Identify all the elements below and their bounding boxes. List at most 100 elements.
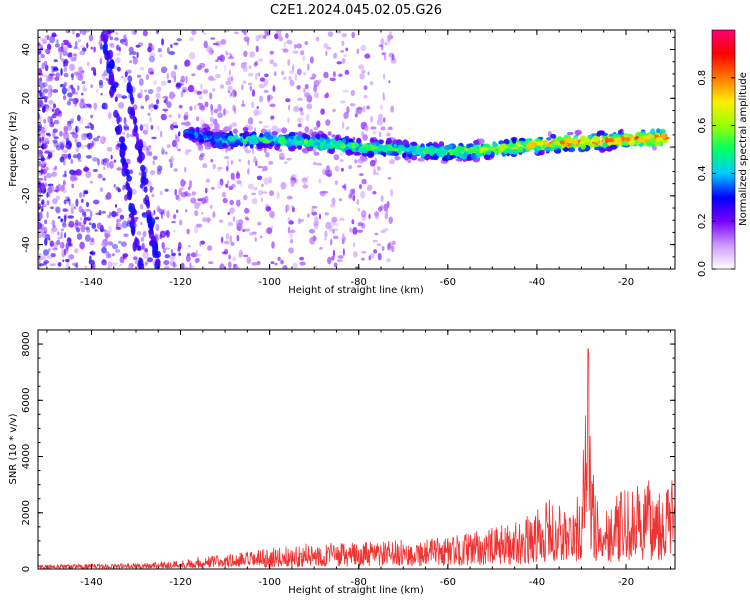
heatmap-speckle [153, 209, 156, 215]
heatmap-ridge-blob [243, 131, 250, 137]
heatmap-speckle [46, 172, 53, 179]
heatmap-speckle [70, 118, 75, 123]
heatmap-speckle [181, 86, 188, 93]
heatmap-streak-blob [143, 186, 148, 193]
heatmap-speckle [76, 152, 82, 160]
heatmap-ridge-blob [592, 135, 600, 143]
heatmap-speckle [330, 256, 335, 261]
heatmap-speckle [67, 215, 75, 219]
heatmap-speckle [41, 82, 48, 88]
heatmap-speckle [183, 114, 189, 121]
heatmap-speckle [336, 30, 342, 34]
heatmap-speckle [184, 59, 191, 67]
heatmap-speckle [225, 50, 228, 56]
heatmap-streak-blob [130, 106, 135, 117]
heatmap-speckle [352, 136, 356, 141]
heatmap-speckle [311, 207, 315, 214]
heatmap-speckle [342, 121, 345, 129]
heatmap-speckle [195, 223, 203, 228]
heatmap-speckle [333, 154, 340, 161]
heatmap-speckle [65, 138, 70, 145]
heatmap-ridge-blob [386, 137, 392, 145]
heatmap-speckle [55, 72, 60, 79]
heatmap-speckle [356, 199, 359, 205]
heatmap-speckle [289, 231, 294, 240]
heatmap-speckle [243, 36, 250, 42]
heatmap-speckle [308, 228, 315, 234]
heatmap-ridge-blob [484, 151, 492, 155]
heatmap-speckle [150, 106, 154, 112]
heatmap-speckle [352, 242, 356, 248]
heatmap-ridge-blob [364, 145, 372, 149]
heatmap-speckle [110, 154, 113, 160]
heatmap-ridge-blob [650, 128, 656, 136]
heatmap-speckle [249, 51, 256, 58]
heatmap-streak-blob [117, 124, 123, 134]
snr-marks [38, 348, 675, 569]
heatmap-speckle [74, 40, 78, 48]
heatmap-ridge-blob [313, 141, 321, 146]
heatmap-speckle [62, 95, 67, 101]
heatmap-speckle [382, 92, 385, 98]
heatmap-speckle [253, 155, 257, 162]
heatmap-speckle [259, 95, 263, 103]
heatmap-speckle [276, 191, 280, 200]
heatmap-speckle [339, 152, 344, 156]
heatmap-speckle [160, 211, 163, 220]
heatmap-speckle [298, 116, 304, 123]
heatmap-speckle [114, 37, 119, 41]
heatmap-speckle [297, 118, 301, 122]
heatmap-speckle [41, 62, 46, 70]
heatmap-speckle [38, 177, 44, 181]
heatmap-speckle [77, 159, 82, 162]
heatmap-speckle [124, 125, 127, 130]
heatmap-speckle [135, 44, 141, 48]
heatmap-ridge-blob [256, 142, 263, 149]
heatmap-speckle [224, 155, 230, 160]
heatmap-ridge-blob [296, 134, 303, 141]
heatmap-speckle [59, 52, 62, 60]
heatmap-streak-blob [155, 259, 161, 267]
heatmap-speckle [299, 261, 306, 266]
heatmap-speckle [163, 260, 170, 266]
heatmap-speckle [49, 263, 56, 267]
heatmap-speckle [53, 119, 60, 125]
heatmap-streak-blob [141, 169, 145, 179]
heatmap-ridge-blob [271, 131, 279, 136]
heatmap-speckle [331, 197, 336, 205]
heatmap-speckle [38, 149, 42, 153]
heatmap-speckle [210, 107, 214, 116]
heatmap-speckle [204, 101, 209, 108]
heatmap-speckle [384, 42, 388, 45]
heatmap-speckle [387, 35, 391, 43]
heatmap-speckle [63, 126, 68, 135]
heatmap-speckle [74, 91, 78, 95]
heatmap-speckle [247, 117, 254, 125]
heatmap-ridge-blob [215, 140, 223, 148]
heatmap-speckle [358, 64, 365, 70]
heatmap-speckle [67, 92, 73, 98]
heatmap-speckle [310, 56, 314, 64]
heatmap-ridge-blob [280, 138, 287, 145]
heatmap-x-axis-label: Height of straight line (km) [288, 285, 424, 296]
heatmap-speckle [150, 103, 154, 108]
heatmap-speckle [302, 55, 306, 62]
snr-y-tick-label: 6000 [21, 388, 32, 413]
heatmap-speckle [234, 265, 240, 269]
heatmap-speckle [336, 259, 343, 263]
heatmap-speckle [82, 85, 86, 89]
heatmap-speckle [378, 206, 382, 212]
heatmap-speckle [89, 180, 93, 184]
heatmap-speckle [343, 54, 347, 58]
heatmap-speckle [100, 92, 103, 96]
heatmap-ridge-blob [325, 139, 331, 145]
heatmap-speckle [117, 188, 121, 193]
heatmap-speckle [209, 92, 213, 100]
heatmap-speckle [212, 163, 216, 170]
heatmap-speckle [107, 112, 112, 120]
heatmap-ridge-blob [493, 143, 499, 147]
heatmap-speckle [283, 76, 287, 81]
heatmap-speckle [64, 232, 67, 239]
heatmap-speckle [90, 114, 94, 119]
heatmap-speckle [114, 249, 121, 253]
